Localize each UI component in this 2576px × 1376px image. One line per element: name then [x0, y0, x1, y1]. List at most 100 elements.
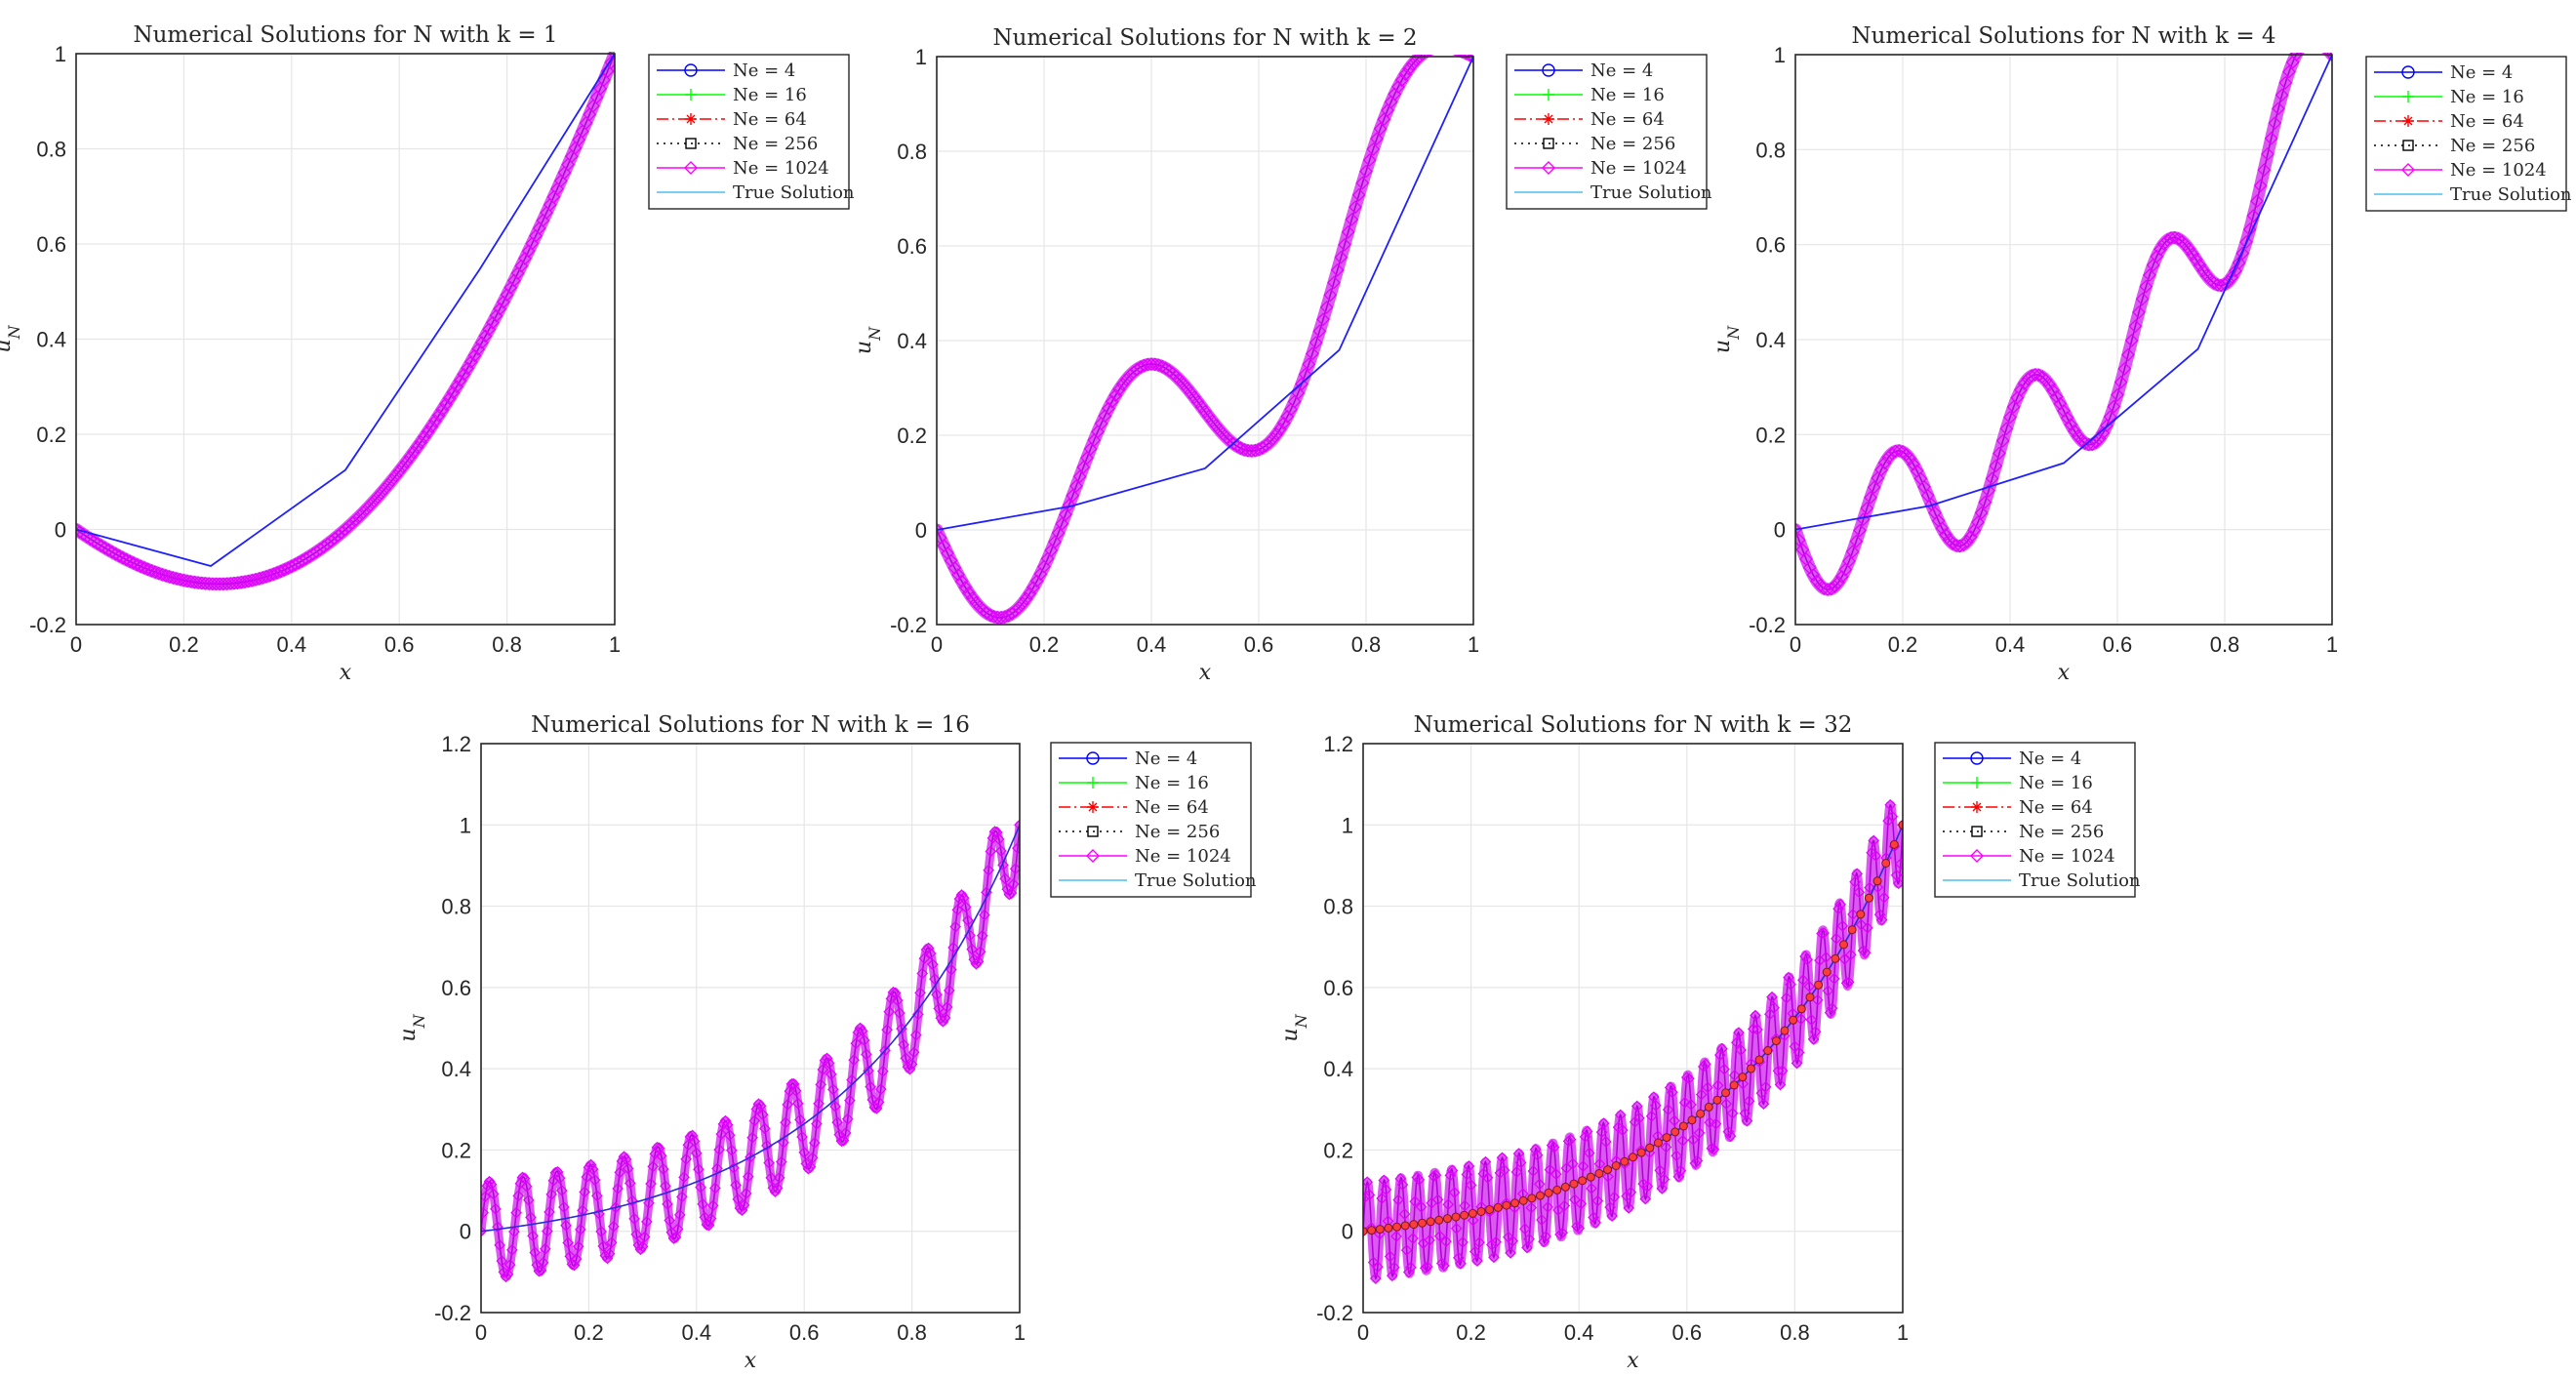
marker-ne64-asterisk — [1822, 967, 1831, 977]
marker-diamond — [1836, 920, 1849, 932]
marker-diamond — [806, 1152, 819, 1164]
marker-diamond — [1995, 433, 2010, 448]
marker-diamond — [780, 1116, 791, 1129]
x-tick-label: 0.6 — [789, 1320, 820, 1345]
marker-diamond — [1259, 438, 1273, 453]
marker-diamond — [626, 1194, 638, 1207]
marker-diamond — [227, 576, 241, 590]
marker-diamond — [1581, 1125, 1593, 1138]
marker-diamond — [1867, 480, 1881, 495]
marker-diamond — [1184, 385, 1198, 400]
marker-diamond — [1158, 361, 1173, 376]
marker-diamond — [378, 482, 392, 496]
marker-diamond — [1048, 535, 1062, 549]
marker-diamond — [914, 987, 926, 999]
marker-diamond — [2282, 64, 2296, 79]
marker-diamond — [1512, 1148, 1525, 1159]
marker-diamond — [1772, 1065, 1785, 1077]
marker-diamond — [1390, 1231, 1402, 1242]
marker-diamond — [399, 455, 414, 469]
marker-diamond — [1072, 469, 1087, 484]
marker-diamond — [266, 567, 281, 582]
marker-diamond — [1151, 358, 1166, 373]
x-tick-label: 0.8 — [2210, 632, 2240, 657]
marker-diamond — [1935, 521, 1950, 536]
marker-diamond — [1108, 388, 1123, 402]
marker-ne64-asterisk — [1535, 1191, 1545, 1200]
marker-diamond — [1452, 1252, 1465, 1264]
marker-diamond — [1381, 103, 1394, 117]
marker-diamond — [821, 1052, 833, 1065]
y-tick-label: 0.8 — [441, 895, 471, 919]
marker-diamond — [1875, 913, 1888, 926]
marker-diamond — [2182, 242, 2196, 257]
y-tick-label: -0.2 — [1316, 1301, 1353, 1325]
marker-diamond — [1733, 1027, 1745, 1038]
marker-diamond — [1586, 1183, 1597, 1194]
marker-diamond — [374, 486, 388, 501]
marker-diamond — [877, 1065, 889, 1077]
marker-diamond — [823, 1057, 835, 1070]
legend-label: Ne = 4 — [2450, 62, 2513, 83]
marker-diamond — [1147, 357, 1162, 372]
marker-diamond — [1392, 1194, 1405, 1206]
marker-diamond — [962, 586, 976, 600]
marker-diamond — [1623, 1202, 1635, 1214]
marker-diamond — [1896, 445, 1910, 459]
legend-marker-square — [1543, 138, 1554, 149]
axes-box — [75, 53, 616, 626]
x-tick-label: 0.6 — [384, 632, 415, 657]
marker-diamond — [1885, 446, 1899, 461]
marker-diamond — [1781, 992, 1792, 1004]
marker-ne64-asterisk — [1409, 1220, 1419, 1230]
marker-diamond — [1731, 1036, 1743, 1049]
marker-diamond — [151, 566, 166, 581]
legend-marker-asterisk — [685, 113, 697, 125]
marker-diamond — [1429, 1169, 1442, 1181]
y-tick-label: 0.2 — [1755, 423, 1786, 447]
marker-diamond — [1155, 359, 1169, 374]
marker-diamond — [778, 1136, 789, 1149]
marker-diamond — [547, 1174, 560, 1187]
marker-diamond — [80, 530, 94, 544]
y-tick-label: 0.4 — [1755, 328, 1786, 352]
marker-ne64-asterisk — [1763, 1046, 1773, 1056]
marker-diamond — [533, 1265, 545, 1277]
marker-diamond — [1461, 1168, 1473, 1181]
marker-diamond — [1840, 977, 1853, 990]
legend-marker-circle — [2401, 65, 2415, 79]
marker-diamond — [937, 1015, 949, 1028]
x-tick-label: 0.2 — [574, 1320, 604, 1345]
marker-diamond — [990, 610, 1005, 625]
marker-diamond — [410, 440, 424, 455]
x-tick-label: 0 — [475, 1320, 487, 1345]
marker-diamond — [496, 1255, 508, 1268]
y-tick-label: 0 — [1774, 518, 1786, 543]
marker-diamond — [1892, 877, 1903, 890]
marker-diamond — [984, 608, 997, 623]
legend: Ne = 4 Ne = 16 Ne = 64 Ne = 256 Ne = 1024 Tru… — [1050, 742, 1257, 898]
marker-diamond — [1851, 868, 1864, 880]
marker-diamond — [1396, 1179, 1409, 1191]
y-tick-label: 1 — [915, 45, 927, 69]
marker-diamond — [2235, 246, 2250, 261]
marker-diamond — [492, 1221, 503, 1234]
marker-diamond — [1614, 1109, 1627, 1121]
marker-diamond — [463, 355, 478, 369]
marker-diamond — [947, 942, 959, 953]
marker-diamond — [586, 99, 600, 113]
marker-diamond — [586, 1163, 599, 1175]
marker-diamond — [2298, 38, 2310, 50]
marker-diamond — [1398, 1208, 1411, 1220]
marker-diamond — [660, 1180, 671, 1193]
legend-label: Ne = 4 — [1135, 749, 1197, 769]
marker-diamond — [713, 1144, 726, 1155]
marker-diamond — [835, 1135, 848, 1148]
marker-diamond — [545, 1189, 558, 1200]
marker-diamond — [1859, 947, 1872, 959]
y-tick-label: 1 — [460, 813, 471, 837]
marker-diamond — [951, 568, 965, 582]
marker-ne64-asterisk — [1620, 1156, 1630, 1166]
marker-diamond — [1105, 394, 1119, 409]
marker-diamond — [1044, 544, 1059, 557]
